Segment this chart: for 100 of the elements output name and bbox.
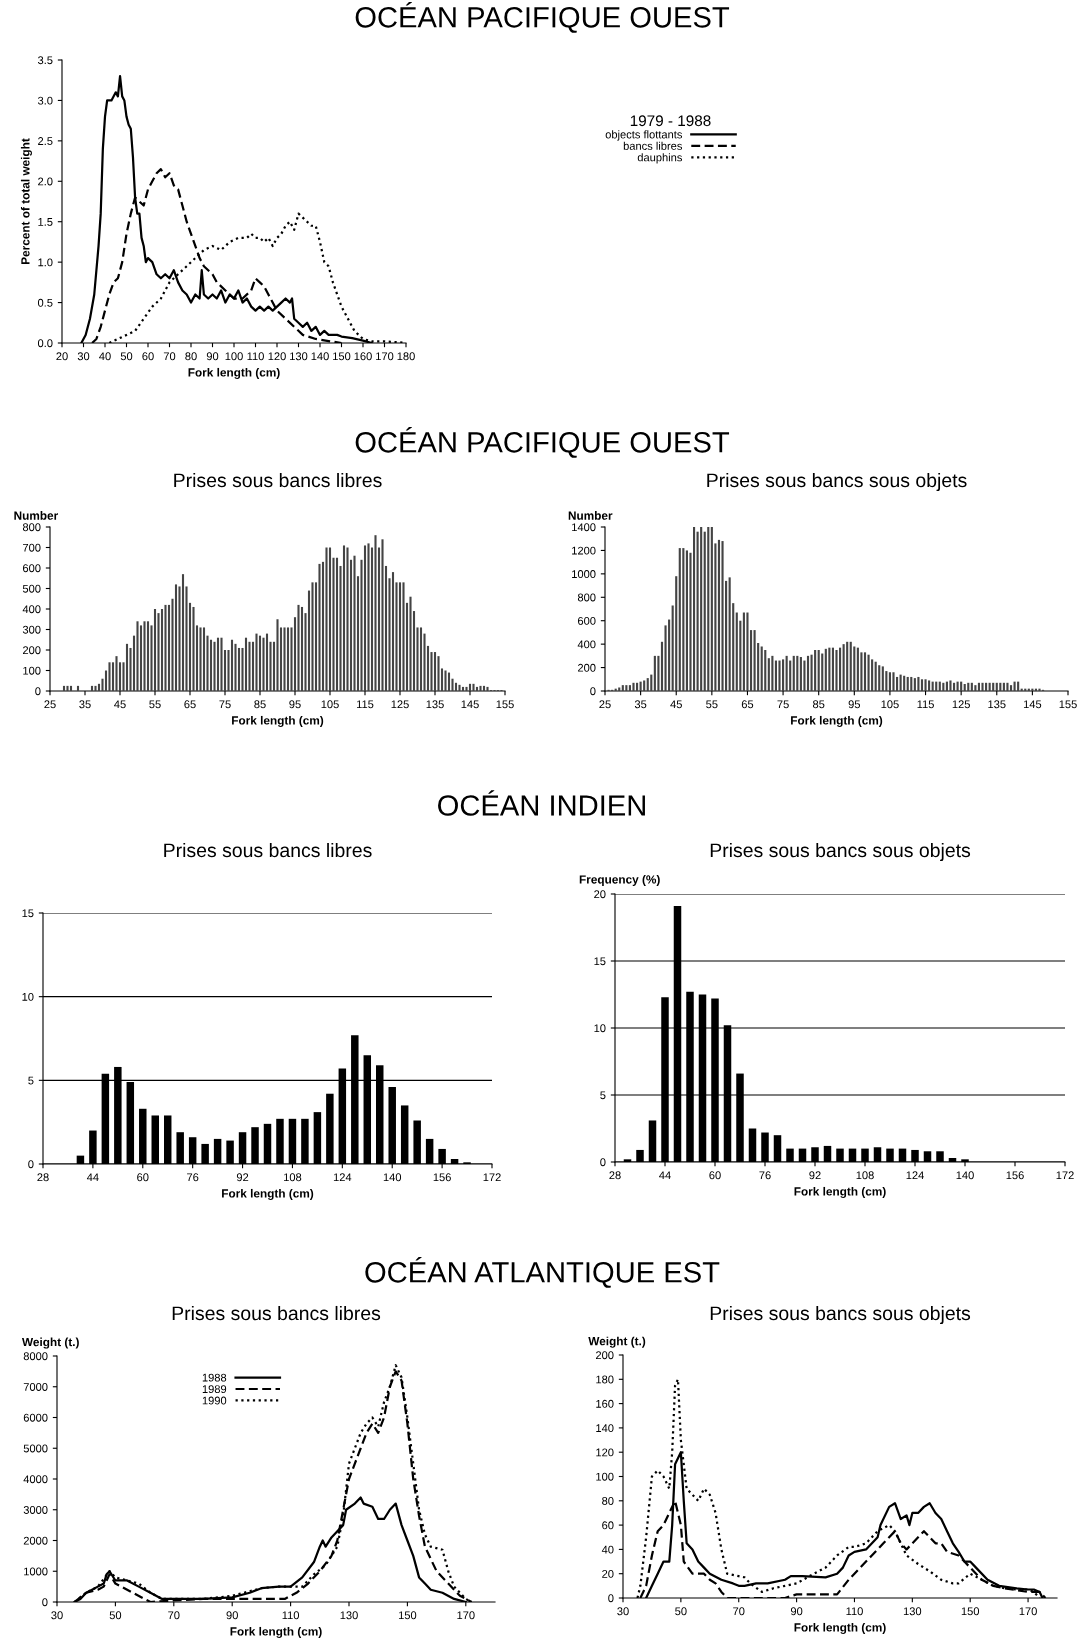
y-axis-title: Percent of total weight <box>20 138 32 264</box>
x-tick-label: 28 <box>37 1173 49 1182</box>
x-tick-label: 28 <box>609 1171 621 1180</box>
legend-label: 1989 <box>202 1385 227 1394</box>
y-tick-label: 0 <box>35 687 41 696</box>
legend-label: dauphins <box>637 153 682 164</box>
chart-subtitle: Prises sous bancs sous objets <box>707 472 967 492</box>
x-axis-title: Fork length (cm) <box>794 1622 886 1634</box>
y-tick-label: 180 <box>596 1375 614 1384</box>
y-tick-label: 1.5 <box>38 218 53 226</box>
x-tick-label: 55 <box>706 700 718 709</box>
x-axis-title: Fork length (cm) <box>232 715 324 727</box>
chart-title: OCÉAN ATLANTIQUE EST <box>365 1257 720 1288</box>
x-axis-title: Fork length (cm) <box>188 367 280 379</box>
y-tick-label: 400 <box>22 605 41 614</box>
x-tick-label: 155 <box>1059 700 1077 709</box>
x-tick-label: 130 <box>903 1607 922 1616</box>
legend-label: 1988 <box>202 1373 227 1382</box>
x-tick-label: 110 <box>247 352 264 361</box>
x-tick-label: 120 <box>268 352 286 361</box>
x-tick-label: 115 <box>356 700 374 709</box>
y-tick-label: 600 <box>578 616 596 625</box>
x-tick-label: 55 <box>149 700 161 709</box>
x-tick-label: 156 <box>433 1173 451 1182</box>
chart-subtitle: Prises sous bancs libres <box>164 842 372 858</box>
x-tick-label: 108 <box>284 1173 302 1182</box>
y-tick-label: 3.0 <box>37 96 53 105</box>
y-tick-label: 600 <box>23 564 41 573</box>
chart-subtitle: Prises sous bancs libres <box>172 1305 381 1321</box>
x-tick-label: 135 <box>988 700 1006 709</box>
y-tick-label: 2.0 <box>38 177 53 186</box>
x-tick-label: 65 <box>184 700 196 709</box>
x-tick-label: 70 <box>168 1611 180 1620</box>
legend-label: objects flottants <box>605 130 682 141</box>
x-tick-label: 125 <box>391 700 409 709</box>
x-tick-label: 145 <box>461 700 479 709</box>
x-tick-label: 92 <box>809 1171 821 1180</box>
y-axis-title: Weight (t.) <box>21 1337 79 1349</box>
y-tick-label: 0 <box>600 1158 606 1167</box>
x-tick-label: 130 <box>290 352 308 361</box>
x-tick-label: 160 <box>354 352 372 361</box>
y-axis-title: Number <box>568 511 613 520</box>
x-tick-label: 65 <box>741 700 754 709</box>
x-tick-label: 105 <box>321 700 339 709</box>
y-tick-label: 800 <box>577 593 596 602</box>
y-tick-label: 0 <box>42 1598 48 1607</box>
x-tick-label: 130 <box>340 1611 358 1620</box>
y-tick-label: 40 <box>601 1545 614 1554</box>
x-tick-label: 45 <box>670 700 682 709</box>
y-tick-label: 6000 <box>23 1413 48 1422</box>
y-tick-label: 4000 <box>23 1475 48 1484</box>
x-axis-title: Fork length (cm) <box>222 1188 314 1200</box>
x-tick-label: 156 <box>1006 1171 1024 1180</box>
x-tick-label: 40 <box>99 352 111 361</box>
x-tick-label: 30 <box>617 1607 629 1616</box>
chart-title: OCÉAN INDIEN <box>438 790 645 816</box>
x-tick-label: 125 <box>952 700 970 709</box>
x-tick-label: 76 <box>759 1171 771 1180</box>
x-tick-label: 108 <box>856 1171 874 1180</box>
x-tick-label: 100 <box>225 352 243 361</box>
x-tick-label: 172 <box>483 1173 501 1182</box>
y-tick-label: 3000 <box>23 1506 48 1514</box>
y-tick-label: 0 <box>590 687 596 696</box>
x-tick-label: 76 <box>187 1173 199 1182</box>
y-tick-label: 2000 <box>23 1536 48 1545</box>
x-tick-label: 92 <box>236 1173 249 1182</box>
y-tick-label: 1400 <box>572 523 596 532</box>
y-tick-label: 7000 <box>23 1383 48 1391</box>
x-tick-label: 45 <box>114 700 126 709</box>
x-tick-label: 75 <box>777 700 789 709</box>
chart-title: OCÉAN PACIFIQUE OUEST <box>355 427 730 458</box>
y-tick-label: 0 <box>28 1160 34 1169</box>
x-tick-label: 85 <box>254 700 266 709</box>
x-tick-label: 50 <box>675 1607 687 1616</box>
y-tick-label: 140 <box>596 1424 614 1433</box>
y-tick-label: 80 <box>602 1497 614 1505</box>
x-tick-label: 44 <box>659 1171 671 1180</box>
y-tick-label: 2.5 <box>38 137 53 145</box>
x-tick-label: 140 <box>311 352 329 361</box>
x-tick-label: 85 <box>813 700 825 709</box>
x-tick-label: 124 <box>333 1173 352 1182</box>
x-tick-label: 140 <box>383 1173 402 1182</box>
x-tick-label: 155 <box>496 700 514 709</box>
x-tick-label: 25 <box>599 700 611 709</box>
x-tick-label: 25 <box>44 700 56 709</box>
y-tick-label: 800 <box>22 523 41 532</box>
x-tick-label: 95 <box>848 700 861 709</box>
x-tick-label: 50 <box>120 352 133 361</box>
x-tick-label: 60 <box>137 1173 149 1182</box>
y-tick-label: 3.5 <box>37 56 53 65</box>
chart-subtitle: Prises sous bancs libres <box>174 472 382 488</box>
y-tick-label: 60 <box>602 1521 614 1530</box>
x-tick-label: 70 <box>733 1607 745 1616</box>
y-tick-label: 5 <box>28 1076 34 1085</box>
x-tick-label: 30 <box>77 352 90 361</box>
y-tick-label: 0.5 <box>37 298 53 307</box>
x-tick-label: 50 <box>109 1611 122 1620</box>
x-tick-label: 60 <box>709 1171 721 1180</box>
chart-subtitle: Prises sous bancs sous objets <box>710 1305 971 1325</box>
x-tick-label: 150 <box>398 1611 417 1620</box>
